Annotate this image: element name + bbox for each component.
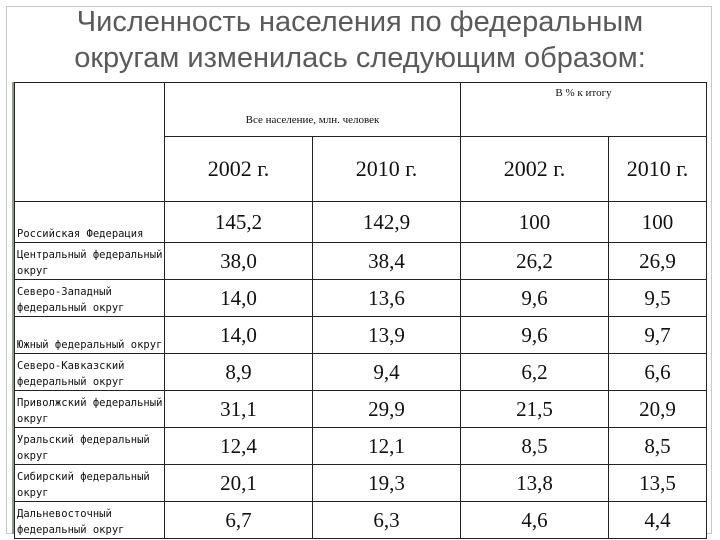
title-line-1: Численность населения по федеральным bbox=[76, 6, 644, 38]
cell-pct-2002: 26,2 bbox=[460, 242, 609, 280]
row-name: Центральный федеральный округ bbox=[14, 242, 165, 280]
table-row-siberian: Сибирский федеральный округ 20,1 19,3 13… bbox=[14, 464, 707, 502]
cell-abs-2010: 12,1 bbox=[312, 427, 461, 465]
table-row-northwest: Северо-Западный федеральный округ 14,0 1… bbox=[14, 279, 707, 317]
header-year-pct-2002: 2002 г. bbox=[460, 136, 609, 202]
row-name: Южный федеральный округ bbox=[14, 316, 165, 354]
slide-title: Численность населения по федеральным окр… bbox=[0, 4, 720, 76]
cell-pct-2010: 6,6 bbox=[608, 353, 707, 391]
cell-pct-2002: 4,6 bbox=[460, 501, 609, 539]
cell-pct-2002: 13,8 bbox=[460, 464, 609, 502]
header-empty-cell bbox=[14, 82, 165, 202]
cell-abs-2002: 14,0 bbox=[164, 316, 313, 354]
row-name: Российская Федерация bbox=[14, 201, 165, 243]
cell-abs-2002: 14,0 bbox=[164, 279, 313, 317]
row-name: Уральский федеральный округ bbox=[14, 427, 165, 465]
row-name: Приволжский федеральный округ bbox=[14, 390, 165, 428]
cell-abs-2002: 8,9 bbox=[164, 353, 313, 391]
cell-abs-2010: 13,9 bbox=[312, 316, 461, 354]
table-row-volga: Приволжский федеральный округ 31,1 29,9 … bbox=[14, 390, 707, 428]
header-year-abs-2002: 2002 г. bbox=[164, 136, 313, 202]
row-name: Сибирский федеральный округ bbox=[14, 464, 165, 502]
cell-abs-2002: 145,2 bbox=[164, 201, 313, 243]
cell-pct-2002: 9,6 bbox=[460, 279, 609, 317]
cell-pct-2010: 26,9 bbox=[608, 242, 707, 280]
cell-abs-2010: 6,3 bbox=[312, 501, 461, 539]
cell-abs-2002: 12,4 bbox=[164, 427, 313, 465]
cell-pct-2002: 100 bbox=[460, 201, 609, 243]
table-row-central: Центральный федеральный округ 38,0 38,4 … bbox=[14, 242, 707, 280]
header-row-groups: Все население, млн. человек В % к итогу bbox=[14, 82, 707, 202]
cell-abs-2002: 31,1 bbox=[164, 390, 313, 428]
cell-abs-2010: 142,9 bbox=[312, 201, 461, 243]
cell-abs-2010: 13,6 bbox=[312, 279, 461, 317]
table-row-russian-federation: Российская Федерация 145,2 142,9 100 100 bbox=[14, 201, 707, 243]
cell-pct-2002: 21,5 bbox=[460, 390, 609, 428]
cell-pct-2010: 9,7 bbox=[608, 316, 707, 354]
cell-pct-2002: 9,6 bbox=[460, 316, 609, 354]
cell-abs-2010: 29,9 bbox=[312, 390, 461, 428]
row-name: Северо-Кавказский федеральный округ bbox=[14, 353, 165, 391]
table-row-north-caucasus: Северо-Кавказский федеральный округ 8,9 … bbox=[14, 353, 707, 391]
cell-pct-2002: 6,2 bbox=[460, 353, 609, 391]
cell-abs-2010: 9,4 bbox=[312, 353, 461, 391]
row-name: Дальневосточный федеральный округ bbox=[14, 501, 165, 539]
header-group-percent: В % к итогу bbox=[460, 82, 707, 137]
table-row-south: Южный федеральный округ 14,0 13,9 9,6 9,… bbox=[14, 316, 707, 354]
row-name: Северо-Западный федеральный округ bbox=[14, 279, 165, 317]
cell-abs-2002: 20,1 bbox=[164, 464, 313, 502]
cell-pct-2010: 100 bbox=[608, 201, 707, 243]
header-group-absolute: Все население, млн. человек bbox=[164, 82, 461, 137]
cell-abs-2002: 38,0 bbox=[164, 242, 313, 280]
header-year-abs-2010: 2010 г. bbox=[312, 136, 461, 202]
population-table: Все население, млн. человек В % к итогу … bbox=[14, 82, 707, 539]
title-line-2: округам изменилась следующим образом: bbox=[74, 42, 646, 74]
cell-abs-2002: 6,7 bbox=[164, 501, 313, 539]
cell-pct-2002: 8,5 bbox=[460, 427, 609, 465]
header-year-pct-2010: 2010 г. bbox=[608, 136, 707, 202]
cell-pct-2010: 4,4 bbox=[608, 501, 707, 539]
cell-abs-2010: 38,4 bbox=[312, 242, 461, 280]
table-row-far-east: Дальневосточный федеральный округ 6,7 6,… bbox=[14, 501, 707, 539]
cell-pct-2010: 9,5 bbox=[608, 279, 707, 317]
table-row-ural: Уральский федеральный округ 12,4 12,1 8,… bbox=[14, 427, 707, 465]
cell-pct-2010: 8,5 bbox=[608, 427, 707, 465]
cell-abs-2010: 19,3 bbox=[312, 464, 461, 502]
cell-pct-2010: 20,9 bbox=[608, 390, 707, 428]
cell-pct-2010: 13,5 bbox=[608, 464, 707, 502]
